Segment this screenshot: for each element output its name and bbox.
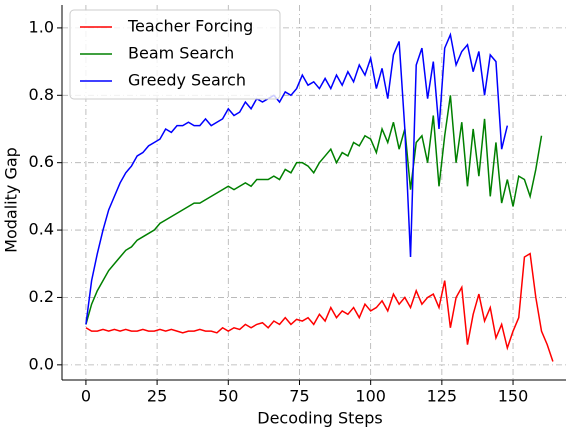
legend-label: Greedy Search (128, 71, 246, 90)
y-tick-label: 0.4 (29, 220, 54, 239)
y-tick-label: 0.0 (29, 354, 54, 373)
y-tick-label: 0.8 (29, 85, 54, 104)
series-line (85, 95, 543, 325)
x-tick-label: 0 (81, 387, 91, 406)
y-tick-label: 0.6 (29, 152, 54, 171)
y-tick-label: 0.2 (29, 287, 54, 306)
y-tick-label: 1.0 (29, 17, 54, 36)
y-axis-label: Modality Gap (2, 147, 21, 253)
x-tick-label: 75 (289, 387, 309, 406)
x-tick-label: 150 (498, 387, 529, 406)
x-axis-label: Decoding Steps (257, 409, 383, 428)
x-tick-label: 25 (147, 387, 167, 406)
legend-label: Beam Search (128, 44, 234, 63)
legend-label: Teacher Forcing (127, 17, 253, 36)
x-tick-label: 50 (218, 387, 238, 406)
x-tick-label: 100 (355, 387, 386, 406)
legend-box (69, 9, 281, 100)
series-line (85, 252, 554, 362)
series-line (85, 32, 509, 325)
x-tick-label: 125 (427, 387, 458, 406)
